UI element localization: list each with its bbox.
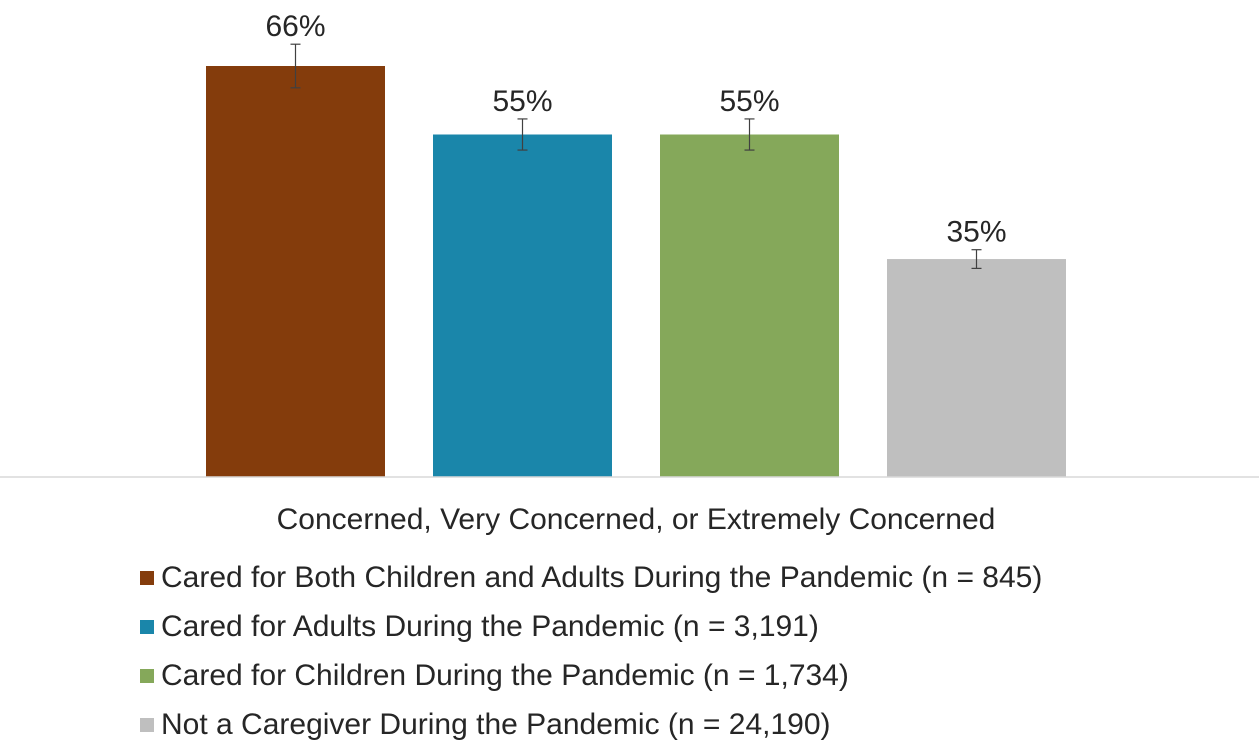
bar-not-caregiver	[887, 259, 1066, 477]
data-label-not-caregiver: 35%	[946, 216, 1006, 249]
legend-item-children: Cared for Children During the Pandemic (…	[140, 651, 1240, 700]
legend: Cared for Both Children and Adults Durin…	[140, 553, 1240, 749]
legend-label-adults: Cared for Adults During the Pandemic (n …	[161, 609, 819, 643]
error-bar-children	[744, 118, 755, 151]
bar-chart: 66% 55% 55% 35% Concerned, Very Concerned, …	[0, 10, 1259, 536]
legend-swatch-both	[140, 570, 154, 585]
error-bar-both	[290, 43, 301, 89]
x-category-label: Concerned, Very Concerned, or Extremely …	[277, 503, 996, 536]
data-label-both: 66%	[265, 10, 325, 43]
legend-item-adults: Cared for Adults During the Pandemic (n …	[140, 602, 1240, 651]
legend-item-not-caregiver: Not a Caregiver During the Pandemic (n =…	[140, 700, 1240, 749]
bar-adults	[433, 134, 612, 477]
legend-label-children: Cared for Children During the Pandemic (…	[161, 658, 849, 692]
legend-swatch-not-caregiver	[140, 717, 154, 732]
bar-children	[660, 134, 839, 477]
legend-label-not-caregiver: Not a Caregiver During the Pandemic (n =…	[161, 707, 831, 741]
error-bar-not-caregiver	[971, 249, 982, 269]
legend-swatch-children	[140, 668, 154, 683]
data-label-children: 55%	[719, 85, 779, 118]
legend-swatch-adults	[140, 619, 154, 634]
error-bar-adults	[517, 118, 528, 151]
legend-label-both: Cared for Both Children and Adults Durin…	[161, 560, 1043, 594]
data-label-adults: 55%	[492, 85, 552, 118]
bars-layer: 66% 55% 55% 35%	[206, 10, 1066, 477]
bar-both	[206, 66, 385, 477]
legend-item-both: Cared for Both Children and Adults Durin…	[140, 553, 1240, 602]
